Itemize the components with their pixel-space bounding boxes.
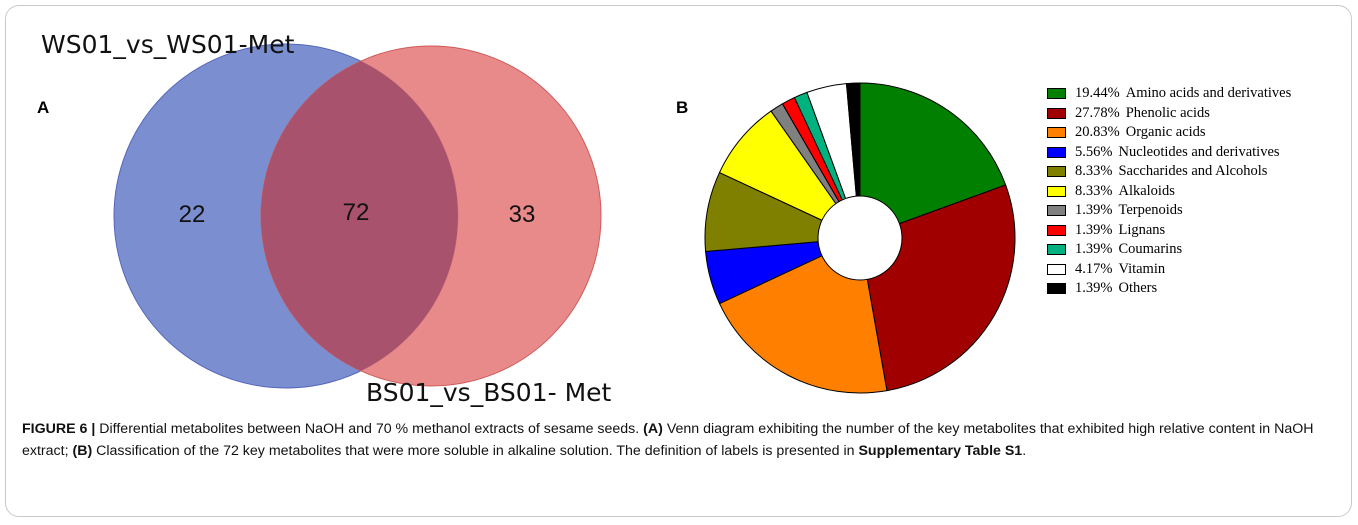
legend-swatch bbox=[1047, 88, 1066, 100]
figure-label: FIGURE 6 | bbox=[22, 421, 96, 437]
venn-overlap-region bbox=[261, 46, 458, 386]
caption-part-b: (B) bbox=[72, 443, 93, 459]
legend-swatch bbox=[1047, 146, 1066, 158]
legend-swatch bbox=[1047, 244, 1066, 256]
venn-set-a-title: WS01_vs_WS01-Met bbox=[41, 30, 295, 59]
caption-text-4: . bbox=[1022, 443, 1027, 459]
caption-table-ref: Supplementary Table S1 bbox=[858, 443, 1023, 459]
legend-label: Saccharides and Alcohols bbox=[1118, 163, 1268, 180]
caption-text-2: Venn diagram exhibiting the number of th… bbox=[22, 421, 1314, 459]
legend-percent: 1.39% bbox=[1075, 280, 1113, 297]
figure-caption: FIGURE 6 | Differential metabolites betw… bbox=[22, 418, 1347, 462]
legend-swatch bbox=[1047, 185, 1066, 197]
legend-label: Organic acids bbox=[1125, 124, 1206, 141]
legend-item: 27.78% Phenolic acids bbox=[1047, 104, 1291, 124]
caption-part-a: (A) bbox=[643, 421, 663, 437]
figure-frame bbox=[5, 5, 1352, 517]
venn-right-count: 33 bbox=[509, 201, 536, 228]
legend-label: Coumarins bbox=[1118, 241, 1183, 258]
legend-item: 5.56% Nucleotides and derivatives bbox=[1047, 143, 1291, 163]
legend-percent: 1.39% bbox=[1075, 221, 1113, 238]
legend-item: 20.83% Organic acids bbox=[1047, 123, 1291, 143]
legend-item: 1.39% Lignans bbox=[1047, 221, 1291, 241]
venn-diagram: 22 72 33 bbox=[113, 43, 602, 389]
legend-percent: 1.39% bbox=[1075, 202, 1113, 219]
legend-swatch bbox=[1047, 263, 1066, 275]
caption-text-1: Differential metabolites between NaOH an… bbox=[95, 421, 644, 437]
legend-label: Amino acids and derivatives bbox=[1125, 85, 1292, 102]
legend-swatch bbox=[1047, 283, 1066, 295]
legend-item: 4.17% Vitamin bbox=[1047, 260, 1291, 280]
legend-percent: 27.78% bbox=[1075, 104, 1120, 121]
legend-item: 1.39% Coumarins bbox=[1047, 240, 1291, 260]
venn-set-b-title: BS01_vs_BS01- Met bbox=[366, 378, 612, 407]
legend-label: Alkaloids bbox=[1118, 182, 1175, 199]
legend-percent: 8.33% bbox=[1075, 163, 1113, 180]
panel-b-label: B bbox=[676, 98, 689, 117]
legend-percent: 1.39% bbox=[1075, 241, 1113, 258]
pie-slice-amino-acids-and-derivatives bbox=[859, 82, 1007, 239]
legend-label: Vitamin bbox=[1118, 260, 1166, 277]
legend-swatch bbox=[1047, 205, 1066, 217]
venn-left-count: 22 bbox=[179, 201, 206, 228]
legend-item: 8.33% Alkaloids bbox=[1047, 182, 1291, 202]
legend-percent: 8.33% bbox=[1075, 182, 1113, 199]
legend-percent: 19.44% bbox=[1075, 85, 1120, 102]
legend-percent: 5.56% bbox=[1075, 143, 1113, 160]
legend-percent: 4.17% bbox=[1075, 260, 1113, 277]
donut-hole bbox=[817, 195, 903, 281]
legend-label: Nucleotides and derivatives bbox=[1118, 143, 1280, 160]
legend-label: Phenolic acids bbox=[1125, 104, 1210, 121]
pie-legend: 19.44% Amino acids and derivatives 27.78% P… bbox=[1047, 84, 1291, 299]
venn-intersection-count: 72 bbox=[343, 199, 370, 226]
legend-swatch bbox=[1047, 224, 1066, 236]
caption-text-3: Classification of the 72 key metabolites… bbox=[92, 443, 859, 459]
legend-label: Terpenoids bbox=[1118, 202, 1183, 219]
legend-percent: 20.83% bbox=[1075, 124, 1120, 141]
legend-swatch bbox=[1047, 166, 1066, 178]
legend-item: 19.44% Amino acids and derivatives bbox=[1047, 84, 1291, 104]
legend-swatch bbox=[1047, 127, 1066, 139]
legend-label: Others bbox=[1118, 280, 1158, 297]
legend-item: 1.39% Terpenoids bbox=[1047, 201, 1291, 221]
legend-item: 1.39% Others bbox=[1047, 279, 1291, 299]
legend-swatch bbox=[1047, 107, 1066, 119]
legend-item: 8.33% Saccharides and Alcohols bbox=[1047, 162, 1291, 182]
legend-label: Lignans bbox=[1118, 221, 1166, 238]
panel-a-label: A bbox=[37, 98, 50, 117]
donut-chart bbox=[704, 82, 1016, 394]
